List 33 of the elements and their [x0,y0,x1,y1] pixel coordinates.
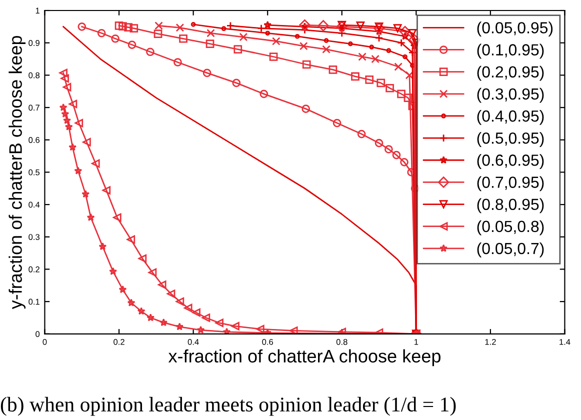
y-tick-label: 0.6 [28,137,40,143]
x-tick-label: 1 [414,339,418,345]
legend-label: (0.1,0.95) [477,44,544,59]
x-axis-title: x-fraction of chatterA choose keep [168,349,440,366]
legend-label: (0.5,0.95) [477,132,544,147]
x-tick-label: 0.8 [336,338,348,345]
x-tick-label: 0 [42,338,47,345]
legend-label: (0.6,0.95) [477,154,544,170]
legend-label: (0.05,0.95) [477,22,553,37]
legend-label: (0.8,0.95) [477,198,544,214]
y-tick-label: 0.9 [28,40,40,46]
y-tick-label: 0.2 [28,266,40,272]
y-tick-label: 0.5 [28,169,40,176]
legend-label: (0.05,0.8) [477,220,544,236]
legend-label: (0.3,0.95) [477,88,544,103]
legend-label: (0.4,0.95) [477,110,544,125]
y-axis-title: y-fraction of chatterB choose keep [8,36,26,310]
legend-label: (0.7,0.95) [477,176,544,192]
y-tick-label: 0.3 [28,234,40,240]
y-tick-label: 0.8 [28,72,40,78]
x-tick-label: 0.4 [188,338,199,345]
text: (b) when opinion leader meets opinion leader (1/d = 1) [0,396,456,416]
x-tick-label: 1.4 [560,339,570,345]
y-tick-label: 0.1 [28,298,40,305]
legend-label: (0.2,0.95) [477,66,544,81]
y-tick-label: 0 [36,331,40,337]
y-tick-label: 1 [36,8,40,14]
x-tick-label: 0.6 [262,338,274,345]
x-tick-label: 0.2 [114,338,124,345]
x-tick-label: 1.2 [485,338,496,345]
legend-label: (0.05,0.7) [477,242,544,258]
y-tick-label: 0.7 [28,104,40,111]
y-tick-label: 0.4 [28,202,40,208]
